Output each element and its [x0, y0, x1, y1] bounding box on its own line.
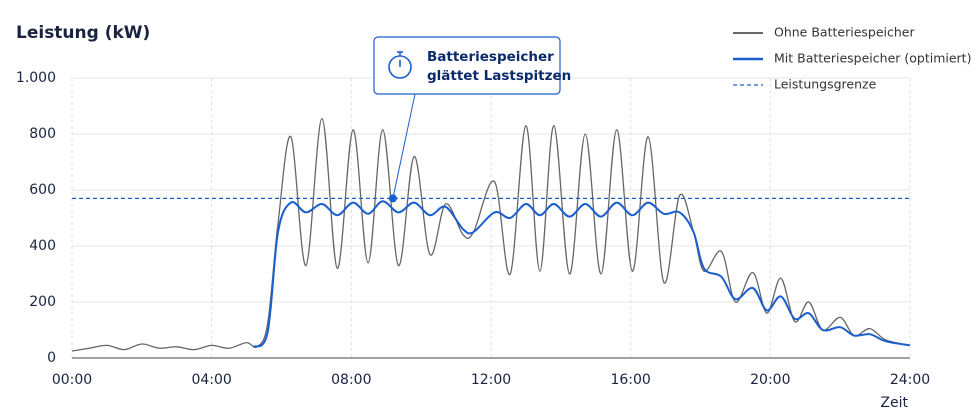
annotation-connector — [392, 93, 416, 199]
x-tick-label: 08:00 — [331, 372, 371, 388]
legend-label: Ohne Batteriespeicher — [774, 25, 915, 40]
annotation-text: glättet Lastspitzen — [427, 68, 571, 84]
y-tick-label: 0 — [47, 350, 56, 366]
annotation-text: Batteriespeicher — [427, 49, 554, 65]
y-tick-label: 1.000 — [16, 70, 56, 86]
x-tick-label: 16:00 — [610, 372, 650, 388]
x-tick-label: 00:00 — [52, 372, 92, 388]
legend-label: Mit Batteriespeicher (optimiert) — [774, 51, 971, 66]
annotation-point — [388, 194, 397, 203]
stopwatch-icon — [388, 51, 412, 79]
annotation: Batteriespeicher glättet Lastspitzen — [373, 36, 571, 95]
annotation-box — [373, 36, 561, 95]
x-tick-label: 20:00 — [750, 372, 790, 388]
y-tick-label: 800 — [29, 126, 56, 142]
line-series — [252, 200, 911, 348]
chart-title: Leistung (kW) — [16, 23, 150, 43]
x-tick-label: 04:00 — [191, 372, 231, 388]
y-tick-label: 400 — [29, 238, 56, 254]
x-tick-label: 24:00 — [890, 372, 930, 388]
x-tick-label: 12:00 — [471, 372, 511, 388]
y-tick-label: 200 — [29, 294, 56, 310]
y-tick-label: 600 — [29, 182, 56, 198]
x-axis-label: Zeit — [880, 395, 908, 411]
legend-label: Leistungsgrenze — [774, 77, 877, 92]
